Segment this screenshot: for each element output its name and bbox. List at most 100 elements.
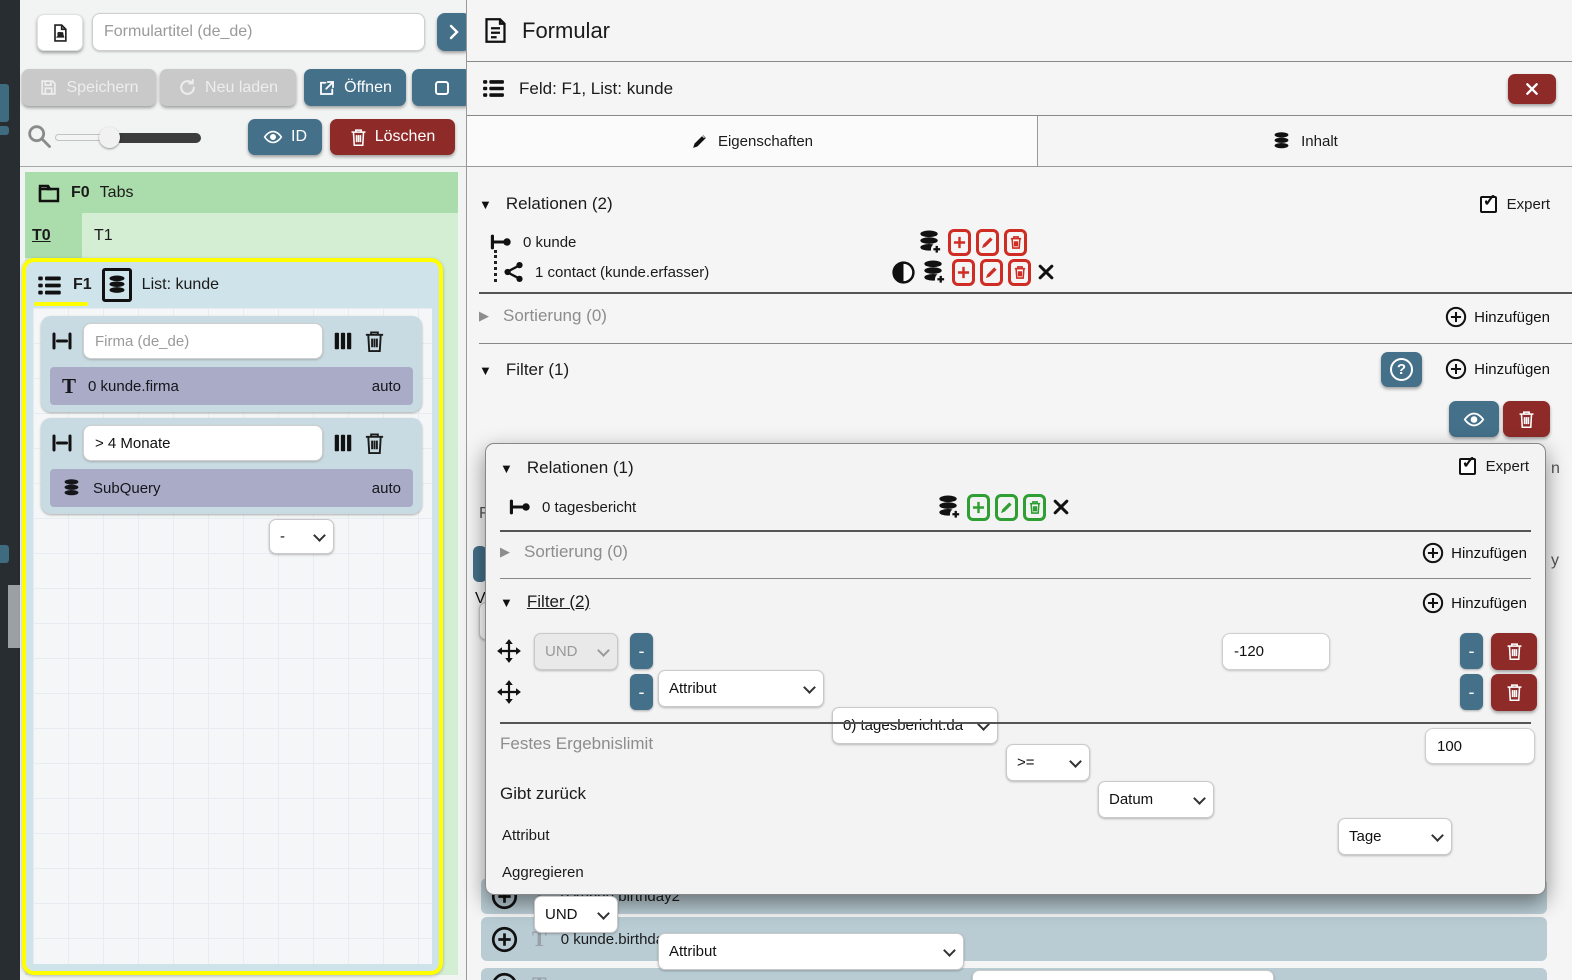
zoom-slider[interactable] [55,119,201,156]
filter-logic-select[interactable]: - [269,519,334,554]
drag-move-icon[interactable] [496,638,522,664]
columns-icon[interactable] [332,432,354,454]
subfilter-logic-select[interactable]: UND [534,896,618,933]
expert-toggle[interactable]: ✓ Expert [1479,191,1550,213]
negate-button[interactable]: - [1460,633,1483,669]
tree-node-f0-header[interactable]: F0 Tabs [25,172,458,213]
attribute-row-birthday3[interactable]: T 0 kunde.birthday3 [481,917,1547,961]
negate-button[interactable]: - [630,674,653,710]
field-title-input[interactable] [83,323,323,359]
database-add-icon[interactable] [936,494,962,521]
remove-relation-icon[interactable] [1051,497,1071,517]
resize-handle-icon[interactable] [50,431,74,455]
sortierung-add-button[interactable]: Hinzufügen [1445,306,1550,328]
field-card-kunde-firma[interactable]: T 0 kunde.firma auto [41,316,422,412]
half-circle-icon[interactable] [891,260,916,285]
delete-file-icon[interactable] [1008,258,1031,286]
subfilter-type-select[interactable]: Attribut [658,933,964,970]
field-attr-row[interactable]: SubQuery auto [50,469,413,507]
tab-t0[interactable]: T0 [25,213,82,258]
save-button[interactable]: Speichern [22,69,156,106]
subfilter-logic-select[interactable]: UND [534,633,618,670]
subfilter-valuetype-select[interactable]: Datum [1098,781,1214,818]
subfilter-value-input[interactable] [1222,633,1330,670]
tab-t1[interactable]: T1 [82,213,458,258]
form-title-input[interactable] [92,13,425,51]
plus-circle-icon[interactable] [491,926,518,953]
form-document-button[interactable] [37,14,83,51]
field-attr-row[interactable]: T 0 kunde.firma auto [50,367,413,405]
remove-relation-icon[interactable] [1036,262,1056,282]
add-file-icon[interactable] [952,258,975,286]
relation-row-kunde[interactable]: 0 kunde [489,228,1551,256]
database-add-icon[interactable] [921,259,947,286]
subfilter-attribute-select[interactable]: 0) tagesbericht.da [832,707,998,744]
edit-file-icon[interactable] [976,228,999,256]
database-add-icon[interactable] [917,229,943,256]
relation-label: 1 contact (kunde.erfasser) [535,263,710,281]
close-field-button[interactable] [1508,74,1556,104]
filter-section-title[interactable]: ▼ Filter (1) [479,360,569,380]
subquery-filter-title[interactable]: ▼ Filter (2) [500,592,590,612]
resize-handle-icon[interactable] [50,329,74,353]
result-limit-input[interactable] [1425,728,1535,764]
show-id-button[interactable]: ID [248,119,322,155]
add-file-icon[interactable] [948,228,971,256]
field-attr-label: SubQuery [93,479,161,497]
occluded-button-fragment [473,546,487,582]
sortierung-section-title[interactable]: ▶ Sortierung (0) [479,306,607,326]
subfilter-delete-button[interactable] [1491,633,1537,670]
subquery-sortierung-title[interactable]: ▶ Sortierung (0) [500,542,628,562]
filter-preview-button[interactable] [1449,401,1499,437]
drag-move-icon[interactable] [496,679,522,705]
filter-delete-button[interactable] [1503,401,1550,437]
relation-row-contact[interactable]: 1 contact (kunde.erfasser) [489,257,1551,287]
subquery-relation-row[interactable]: 0 tagesbericht [508,492,1518,522]
collapse-panel-button[interactable] [437,13,471,51]
trash-icon[interactable] [363,330,386,353]
tab-inhalt[interactable]: Inhalt [1038,116,1572,166]
slider-thumb[interactable] [99,127,120,148]
subquery-sortierung-add-button[interactable]: Hinzufügen [1422,542,1527,564]
filter-add-button[interactable]: Hinzufügen [1445,358,1550,380]
subquery-relationen-title[interactable]: ▼ Relationen (1) [500,458,634,478]
negate-button[interactable]: - [630,633,653,669]
relationen-section-title[interactable]: ▼ Relationen (2) [479,194,613,214]
relation-key-icon [508,498,532,516]
edit-file-icon[interactable] [980,258,1003,286]
delete-file-icon[interactable] [1004,228,1027,256]
field-title-input[interactable] [83,425,323,461]
plus-circle-icon[interactable] [491,972,518,980]
tree-node-f1-selected[interactable]: F1 List: kunde [22,258,443,975]
delete-button[interactable]: Löschen [330,119,455,155]
subfilter-attribute-select[interactable]: 0) tagesbericht.kunde [972,970,1274,980]
trash-icon[interactable] [363,432,386,455]
subfilter-operator-select[interactable]: >= [1006,744,1090,781]
subfilter-unit-select[interactable]: Tage [1338,818,1452,855]
negate-button[interactable]: - [1460,674,1483,710]
open-button[interactable]: Öffnen [304,69,406,106]
reload-button[interactable]: Neu laden [160,69,296,106]
filter-help-button[interactable]: ? [1381,352,1422,387]
subquery-editor-overlay: ▼ Relationen (1) ✓ Expert 0 tagesbericht [485,443,1546,980]
expert-checkbox[interactable]: ✓ [1479,191,1497,213]
subfilter-type-select[interactable]: Attribut [658,670,824,707]
form-editor-panel: Formular Feld: F1, List: kunde Eigenscha… [269,0,1572,980]
tab-eigenschaften[interactable]: Eigenschaften [467,116,1038,166]
columns-icon[interactable] [332,330,354,352]
add-file-icon[interactable] [967,493,991,521]
rail-scrollbar-thumb[interactable] [8,585,20,648]
returns-label: Gibt zurück [500,784,586,803]
edit-file-icon[interactable] [995,493,1019,521]
layout-button[interactable] [412,69,471,106]
subfilter-delete-button[interactable] [1491,674,1537,711]
section-divider [500,722,1531,724]
tree-node-f1-header[interactable]: F1 List: kunde [26,262,439,308]
field-card-subquery[interactable]: SubQuery auto [41,418,422,514]
subquery-filter-add-button[interactable]: Hinzufügen [1422,592,1527,614]
field-header-bar: Feld: F1, List: kunde [467,62,1572,116]
delete-file-icon[interactable] [1023,493,1047,521]
left-activity-rail[interactable] [0,0,20,980]
subquery-expert-toggle[interactable]: ✓ Expert [1458,453,1529,475]
expert-checkbox[interactable]: ✓ [1458,453,1476,475]
